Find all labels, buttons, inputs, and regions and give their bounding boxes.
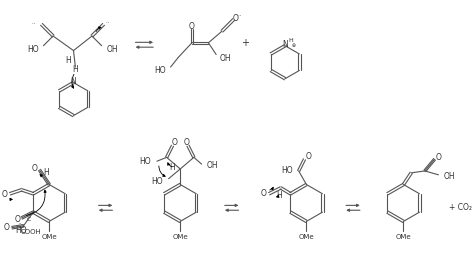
Text: + CO₂: + CO₂: [449, 203, 472, 212]
Text: N: N: [282, 40, 288, 49]
Text: O: O: [260, 189, 266, 198]
Text: O: O: [1, 190, 7, 199]
Text: O: O: [436, 153, 441, 162]
Text: O: O: [233, 14, 238, 23]
Text: N: N: [71, 77, 76, 86]
Text: ··: ··: [32, 21, 37, 26]
Text: ··: ··: [238, 13, 244, 18]
Text: OMe: OMe: [173, 234, 188, 240]
Text: C: C: [26, 217, 31, 222]
Text: H: H: [276, 191, 282, 200]
Text: ··: ··: [18, 221, 21, 226]
Text: O: O: [172, 138, 177, 147]
Text: H: H: [289, 38, 293, 43]
Text: ··: ··: [107, 20, 112, 25]
Text: HO: HO: [151, 177, 163, 186]
Text: HO: HO: [281, 166, 293, 175]
Text: H: H: [65, 56, 71, 65]
Text: OMe: OMe: [299, 234, 314, 240]
Text: O: O: [4, 223, 10, 232]
Text: COOH: COOH: [21, 228, 42, 235]
Text: O: O: [15, 215, 21, 224]
Text: O: O: [189, 22, 195, 31]
Text: H: H: [170, 163, 175, 172]
Text: H: H: [73, 66, 78, 75]
Text: ⊕: ⊕: [292, 43, 296, 48]
Text: O: O: [305, 152, 311, 161]
Text: +: +: [241, 38, 249, 48]
Text: HO: HO: [27, 45, 38, 54]
Text: H: H: [44, 168, 49, 177]
Text: OMe: OMe: [41, 234, 57, 240]
Text: O: O: [32, 164, 37, 173]
Text: OMe: OMe: [396, 234, 411, 240]
Text: O: O: [183, 138, 189, 147]
Text: OH: OH: [443, 172, 455, 181]
Text: HO: HO: [154, 66, 166, 75]
Text: OH: OH: [207, 161, 218, 170]
Text: OH: OH: [107, 45, 118, 54]
Text: HO: HO: [139, 157, 151, 166]
Text: OH: OH: [220, 54, 232, 63]
Text: ··: ··: [3, 188, 7, 193]
Text: HO: HO: [15, 226, 27, 235]
